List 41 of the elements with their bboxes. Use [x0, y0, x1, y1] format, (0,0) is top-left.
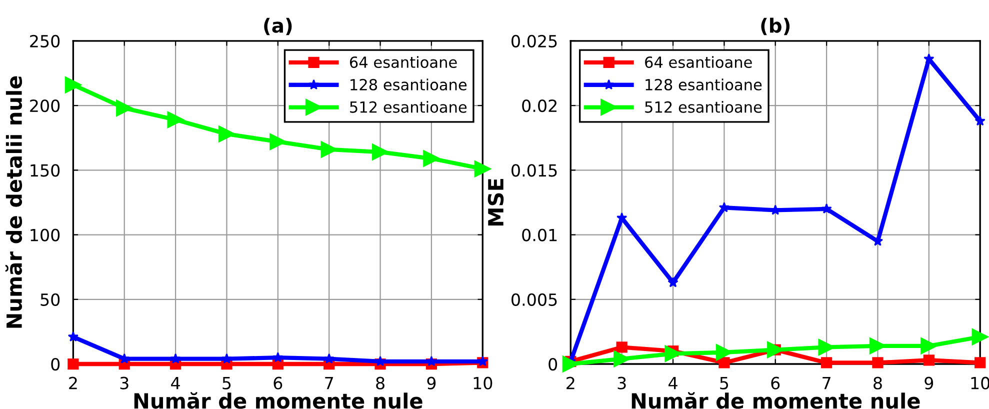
x-tick-label: 10	[474, 376, 492, 390]
y-tick-label: 0.02	[522, 99, 556, 112]
x-tick-label: 7	[325, 377, 333, 390]
x-axis-title: Număr de momente nule	[632, 392, 920, 409]
x-tick-label: 4	[171, 377, 180, 390]
y-tick-label: 0.025	[512, 34, 557, 48]
y-axis-title: Număr de detalii nule	[5, 76, 22, 328]
y-tick-label: 50	[40, 293, 60, 306]
x-tick-label: 9	[924, 376, 934, 390]
legend-label: 512 esantioane	[350, 101, 467, 113]
x-tick-label: 8	[376, 376, 384, 390]
legend-label: 128 esantioane	[350, 78, 467, 90]
x-tick-label: 3	[618, 376, 626, 390]
x-tick-label: 2	[69, 376, 77, 390]
y-axis-title: MSE	[488, 179, 504, 226]
chart-title: (b)	[761, 18, 790, 36]
x-axis-title: Număr de momente nule	[134, 392, 422, 409]
x-tick-label: 9	[427, 376, 436, 390]
chart-title: (a)	[264, 18, 292, 36]
y-tick-label: 150	[30, 164, 60, 177]
y-tick-label: 0.005	[512, 293, 557, 306]
x-tick-label: 3	[120, 376, 128, 390]
legend-label: 64 esantioane	[645, 56, 752, 68]
x-tick-label: 4	[668, 377, 678, 390]
x-tick-label: 6	[771, 376, 780, 390]
y-tick-label: 100	[30, 228, 60, 242]
y-tick-label: 0.015	[512, 164, 557, 177]
x-tick-label: 5	[720, 377, 728, 390]
x-tick-label: 6	[274, 376, 282, 390]
y-tick-label: 200	[30, 99, 60, 112]
legend-label: 512 esantioane	[645, 101, 762, 113]
legend-label: 128 esantioane	[646, 78, 762, 90]
legend-label: 64 esantioane	[350, 56, 457, 68]
y-tick-label: 0	[51, 358, 60, 371]
x-tick-label: 5	[222, 377, 231, 390]
x-tick-label: 8	[874, 376, 882, 390]
y-tick-label: 250	[30, 34, 60, 48]
y-tick-label: 0	[548, 358, 558, 371]
x-tick-label: 2	[566, 376, 574, 390]
x-tick-label: 7	[822, 377, 830, 390]
y-tick-label: 0.01	[522, 228, 557, 242]
